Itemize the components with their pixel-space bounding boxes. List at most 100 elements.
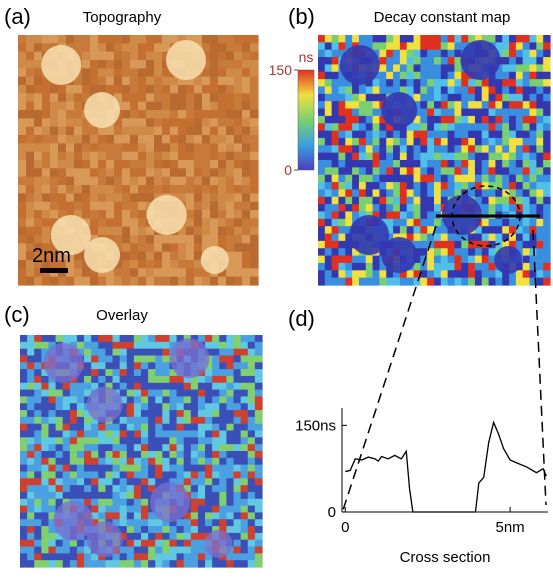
texture-cell bbox=[332, 234, 339, 242]
texture-cell bbox=[373, 204, 380, 212]
texture-cell bbox=[530, 153, 537, 161]
texture-cell bbox=[212, 362, 220, 369]
panel-label: (d) bbox=[288, 306, 315, 331]
texture-cell bbox=[82, 68, 91, 77]
texture-cell bbox=[414, 153, 421, 161]
texture-cell bbox=[338, 256, 345, 264]
texture-cell bbox=[82, 43, 91, 52]
texture-cell bbox=[34, 185, 43, 194]
texture-cell bbox=[141, 540, 149, 547]
texture-cell bbox=[98, 451, 106, 458]
texture-cell bbox=[27, 417, 35, 424]
texture-cell bbox=[495, 79, 502, 87]
texture-cell bbox=[134, 431, 142, 438]
texture-cell bbox=[373, 256, 380, 264]
texture-cell bbox=[205, 485, 213, 492]
texture-cell bbox=[191, 519, 199, 526]
texture-cell bbox=[427, 219, 434, 227]
texture-cell bbox=[198, 424, 206, 431]
texture-cell bbox=[516, 109, 523, 117]
texture-cell bbox=[98, 277, 107, 286]
texture-cell bbox=[234, 227, 243, 236]
texture-cell bbox=[234, 349, 242, 356]
texture-cell bbox=[122, 127, 131, 136]
texture-cell bbox=[242, 185, 251, 194]
texture-cell bbox=[212, 519, 220, 526]
texture-cell bbox=[194, 243, 203, 252]
texture-cell bbox=[186, 143, 195, 152]
texture-cell bbox=[434, 138, 441, 146]
texture-cell bbox=[393, 35, 400, 43]
texture-cell bbox=[373, 138, 380, 146]
texture-cell bbox=[146, 35, 155, 44]
texture-cell bbox=[50, 152, 59, 161]
texture-cell bbox=[113, 335, 121, 342]
texture-cell bbox=[338, 131, 345, 139]
texture-cell bbox=[130, 177, 139, 186]
texture-cell bbox=[420, 175, 427, 183]
texture-cell bbox=[325, 57, 332, 65]
texture-cell bbox=[332, 197, 339, 205]
texture-cell bbox=[155, 560, 163, 567]
texture-cell bbox=[373, 175, 380, 183]
texture-cell bbox=[84, 417, 92, 424]
texture-cell bbox=[34, 465, 42, 472]
texture-cell bbox=[177, 547, 185, 554]
texture-cell bbox=[120, 417, 128, 424]
texture-cell bbox=[502, 64, 509, 72]
texture-cell bbox=[373, 263, 380, 271]
texture-cell bbox=[186, 185, 195, 194]
texture-cell bbox=[241, 342, 249, 349]
texture-cell bbox=[191, 553, 199, 560]
texture-cell bbox=[212, 396, 220, 403]
texture-cell bbox=[379, 79, 386, 87]
texture-cell bbox=[219, 349, 227, 356]
texture-cell bbox=[379, 138, 386, 146]
texture-cell bbox=[318, 131, 325, 139]
texture-cell bbox=[218, 85, 227, 94]
texture-cell bbox=[434, 131, 441, 139]
texture-cell bbox=[154, 277, 163, 286]
texture-cell bbox=[250, 85, 259, 94]
texture-cell bbox=[130, 252, 139, 261]
texture-cell bbox=[373, 160, 380, 168]
texture-cell bbox=[373, 35, 380, 43]
texture-cell bbox=[248, 437, 256, 444]
texture-cell bbox=[226, 512, 234, 519]
texture-cell bbox=[523, 153, 530, 161]
texture-cell bbox=[373, 270, 380, 278]
texture-cell bbox=[48, 499, 56, 506]
texture-cell bbox=[407, 57, 414, 65]
texture-cell bbox=[106, 60, 115, 69]
texture-cell bbox=[77, 492, 85, 499]
texture-cell bbox=[475, 101, 482, 109]
texture-cell bbox=[194, 227, 203, 236]
texture-cell bbox=[509, 175, 516, 183]
texture-cell bbox=[219, 362, 227, 369]
texture-cell bbox=[448, 234, 455, 242]
texture-cell bbox=[130, 43, 139, 52]
texture-cell bbox=[482, 131, 489, 139]
texture-cell bbox=[219, 396, 227, 403]
texture-cell bbox=[177, 417, 185, 424]
texture-cell bbox=[536, 160, 543, 168]
texture-cell bbox=[50, 177, 59, 186]
texture-cell bbox=[420, 182, 427, 190]
texture-cell bbox=[536, 35, 543, 43]
texture-cell bbox=[226, 376, 234, 383]
texture-cell bbox=[138, 118, 147, 127]
texture-cell bbox=[114, 218, 123, 227]
texture-cell bbox=[427, 79, 434, 87]
texture-cell bbox=[482, 101, 489, 109]
texture-cell bbox=[219, 335, 227, 342]
texture-cell bbox=[26, 277, 35, 286]
texture-cell bbox=[218, 227, 227, 236]
texture-cell bbox=[242, 168, 251, 177]
texture-cell bbox=[218, 118, 227, 127]
texture-cell bbox=[318, 42, 325, 50]
texture-cell bbox=[34, 202, 43, 211]
texture-cell bbox=[434, 86, 441, 94]
texture-cell bbox=[205, 417, 213, 424]
texture-cell bbox=[113, 492, 121, 499]
texture-cell bbox=[130, 202, 139, 211]
